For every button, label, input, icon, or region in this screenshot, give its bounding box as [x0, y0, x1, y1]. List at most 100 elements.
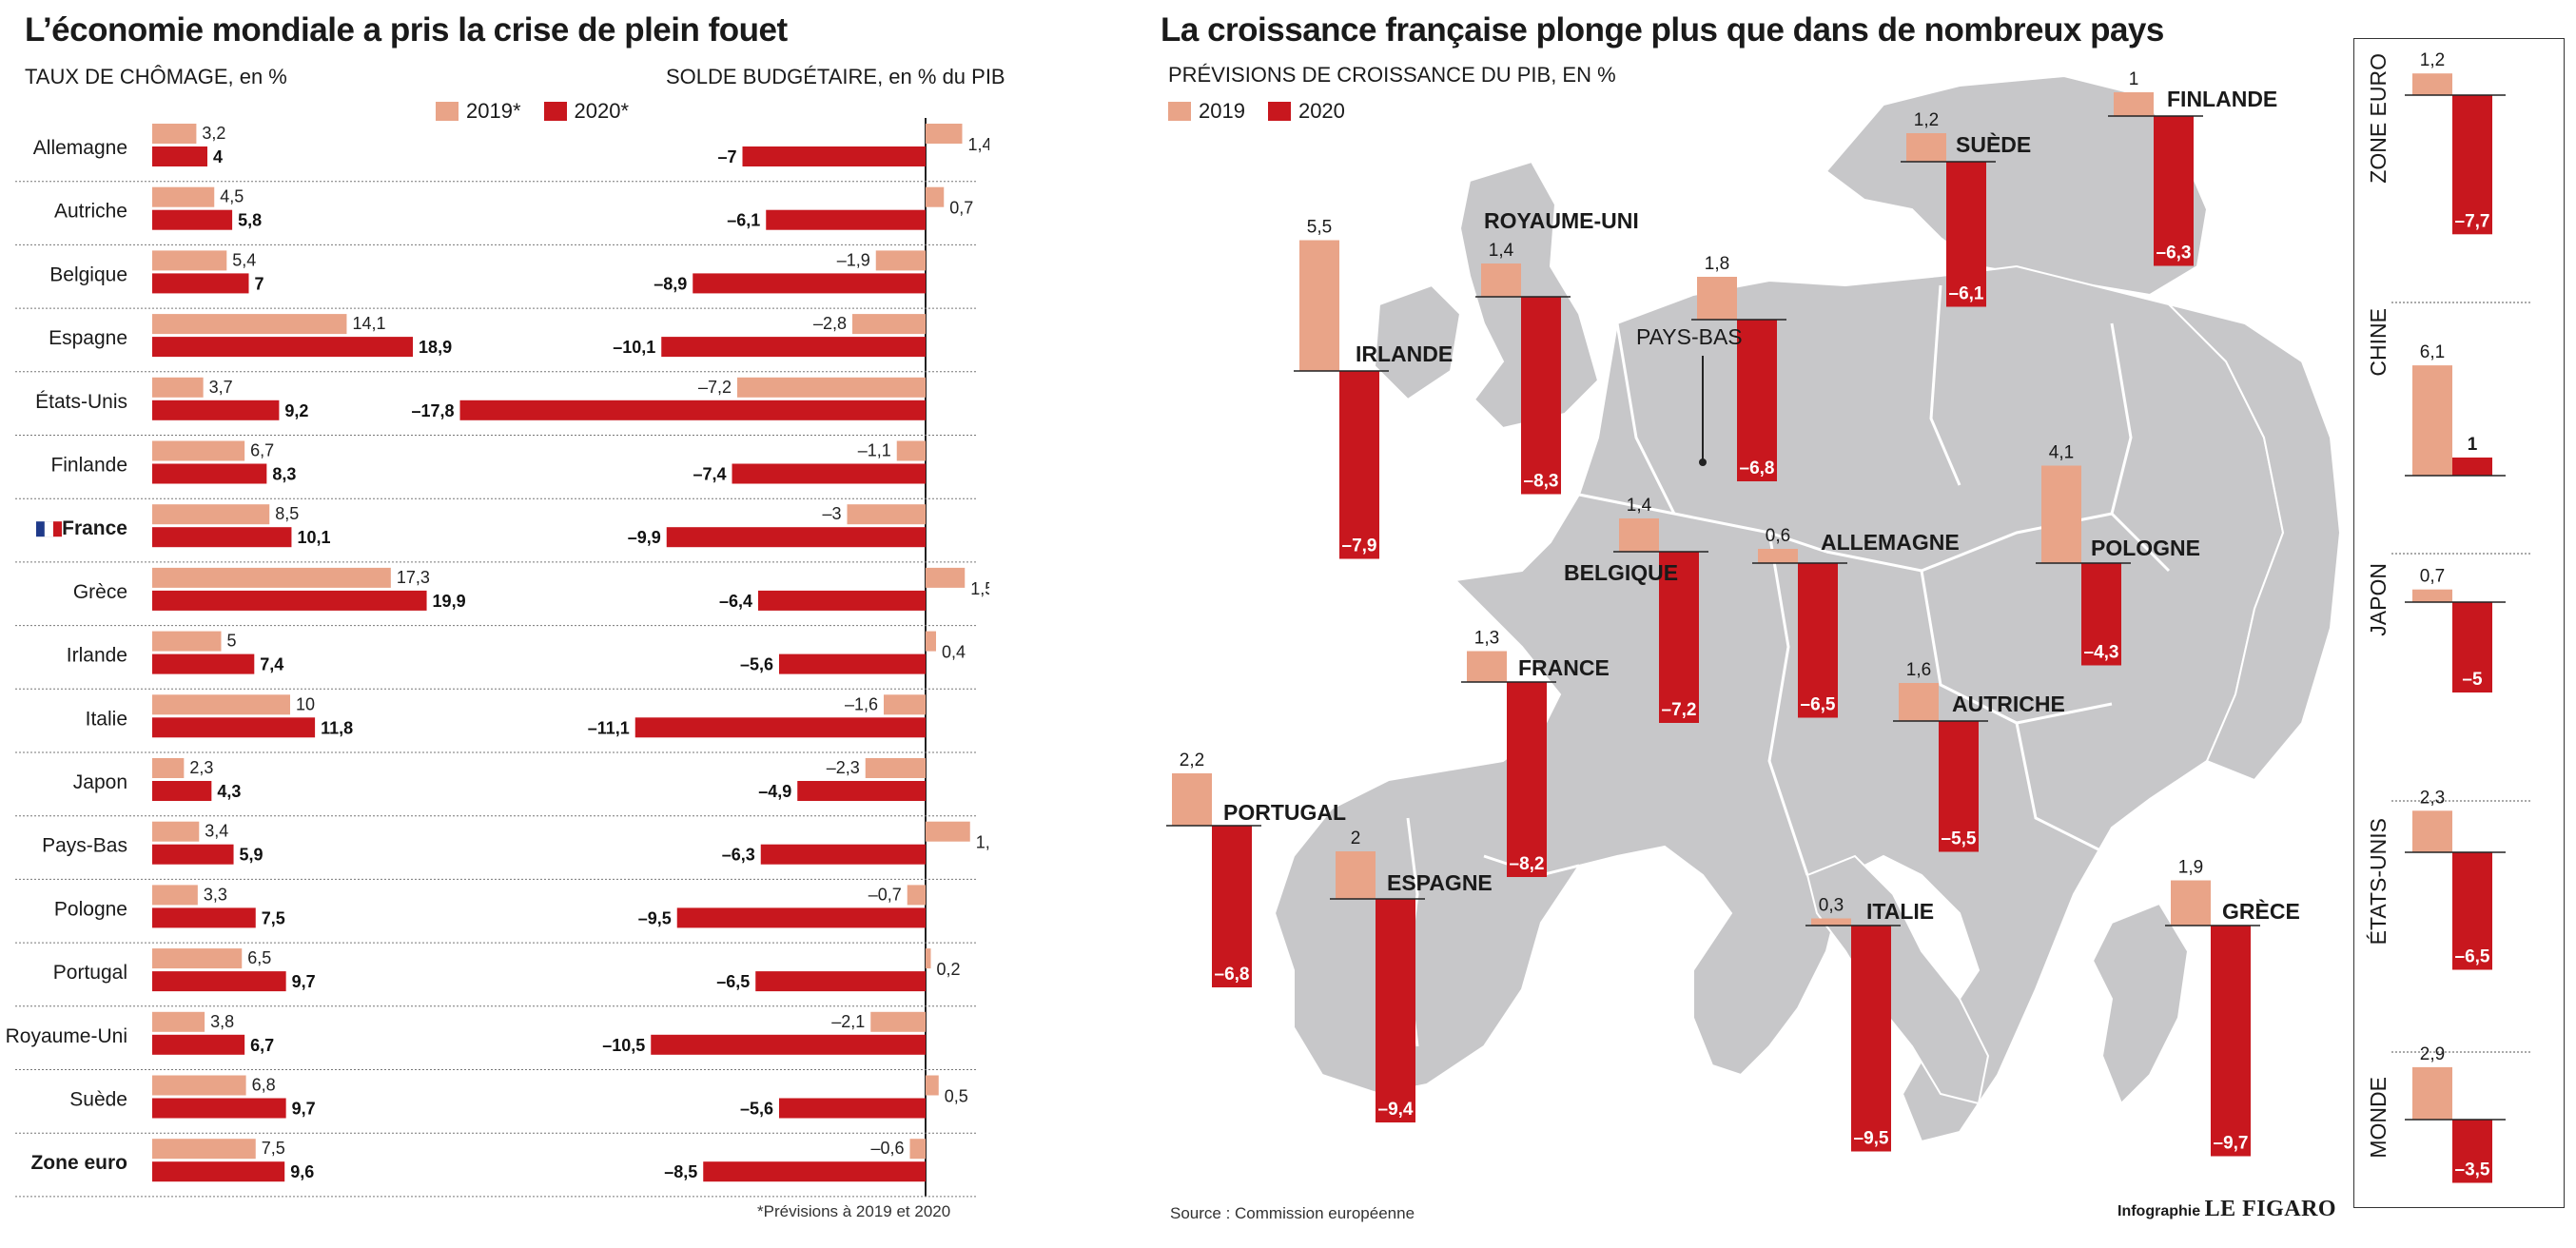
- unemp-bar-2019: [152, 631, 222, 652]
- growth-label-2020: –6,8: [1215, 965, 1250, 985]
- world-category-label: CHINE: [2366, 308, 2391, 377]
- budget-label-2019: –2,3: [827, 758, 860, 777]
- growth-bar-2020: [1851, 926, 1891, 1152]
- growth-bar-2019: [1811, 918, 1851, 926]
- unemp-bar-2020: [152, 1098, 286, 1119]
- category-label: Finlande: [50, 455, 127, 477]
- budget-bar-2019: [926, 567, 966, 588]
- unemp-bar-2019: [152, 758, 185, 778]
- unemp-label-2020: 7: [255, 274, 264, 293]
- budget-subtitle: SOLDE BUDGÉTAIRE, en % du PIB: [666, 65, 1005, 88]
- growth-label-2019: 4,1: [2049, 443, 2074, 463]
- budget-bar-2019: [926, 948, 931, 969]
- budget-bar-2020: [693, 273, 926, 294]
- growth-label-2020: –8,2: [1510, 854, 1545, 874]
- world-label-2020: –6,5: [2455, 947, 2490, 967]
- growth-label-2019: 1,6: [1906, 660, 1931, 680]
- budget-bar-2020: [676, 907, 926, 928]
- category-label: Portugal: [53, 962, 127, 984]
- budget-bar-2019: [896, 440, 926, 461]
- growth-bar-2020: [2211, 926, 2251, 1157]
- legend-swatch-2019: [1168, 102, 1191, 121]
- budget-bar-2019: [865, 758, 926, 778]
- budget-label-2020: –9,9: [628, 528, 661, 547]
- country-name: BELGIQUE: [1564, 560, 1678, 585]
- le-figaro-logo: LE FIGARO: [2204, 1197, 2337, 1221]
- budget-label-2019: 1,4: [968, 135, 990, 154]
- growth-label-2020: –9,5: [1854, 1129, 1889, 1149]
- right-title: La croissance française plonge plus que …: [1161, 11, 2164, 49]
- credit: Infographie LE FIGARO: [2117, 1197, 2336, 1222]
- budget-bar-2020: [755, 971, 926, 992]
- budget-bar-2019: [926, 186, 945, 207]
- budget-label-2019: 0,7: [949, 199, 973, 218]
- country-name: ESPAGNE: [1387, 870, 1493, 895]
- unemp-label-2019: 2,3: [189, 758, 213, 777]
- world-label-2019: 2,3: [2420, 788, 2445, 808]
- growth-bar-2019: [2171, 880, 2211, 926]
- budget-label-2019: –1,6: [845, 694, 878, 713]
- category-label: Allemagne: [33, 137, 127, 159]
- unemp-bar-2020: [152, 209, 233, 230]
- category-label: Belgique: [49, 263, 127, 285]
- growth-bar-2020: [1521, 297, 1561, 495]
- category-label: Italie: [86, 708, 127, 730]
- growth-bar-2020: [1507, 682, 1547, 877]
- unemp-bar-2020: [152, 146, 207, 166]
- unemployment-subtitle: TAUX DE CHÔMAGE, en %: [25, 65, 287, 88]
- growth-bar-2019: [1299, 240, 1339, 371]
- unemp-label-2019: 6,5: [247, 948, 271, 967]
- growth-label-2020: –6,3: [2156, 244, 2192, 263]
- growth-label-2020: –8,3: [1524, 472, 1559, 492]
- budget-bar-2019: [926, 631, 936, 652]
- growth-label-2019: 5,5: [1307, 218, 1332, 238]
- budget-label-2020: –6,4: [719, 592, 752, 611]
- growth-label-2020: –7,2: [1662, 700, 1697, 720]
- unemp-bar-2019: [152, 377, 204, 398]
- growth-label-2019: 1,3: [1474, 629, 1499, 649]
- country-name: ROYAUME-UNI: [1484, 208, 1639, 233]
- unemp-label-2020: 9,6: [290, 1162, 314, 1181]
- world-category-label: ÉTATS-UNIS: [2366, 818, 2391, 945]
- category-label: Pologne: [54, 898, 127, 920]
- unemp-bar-2019: [152, 567, 391, 588]
- budget-label-2019: 1,7: [976, 833, 989, 852]
- growth-bar-2019: [1697, 277, 1737, 320]
- unemp-bar-2020: [152, 717, 316, 738]
- budget-label-2020: –4,9: [758, 782, 791, 801]
- left-title: L’économie mondiale a pris la crise de p…: [25, 11, 788, 49]
- budget-label-2019: 0,5: [945, 1087, 968, 1106]
- category-label: États-Unis: [35, 391, 127, 413]
- category-label: Pays-Bas: [42, 835, 127, 857]
- budget-bar-2020: [779, 653, 926, 674]
- growth-label-2019: 1: [2129, 69, 2139, 89]
- budget-label-2019: –0,7: [868, 885, 902, 904]
- world-bar-2020: [2452, 602, 2492, 692]
- category-label: Royaume-Uni: [6, 1025, 127, 1047]
- budget-bar-2019: [870, 1011, 926, 1032]
- budget-label-2019: 0,4: [942, 643, 966, 662]
- category-label: Zone euro: [30, 1152, 127, 1174]
- unemp-bar-2019: [152, 314, 347, 335]
- unemp-bar-2020: [152, 1034, 245, 1055]
- budget-label-2020: –5,6: [740, 1100, 773, 1119]
- unemp-bar-2019: [152, 1139, 256, 1160]
- budget-label-2020: –6,3: [722, 846, 755, 865]
- budget-label-2019: –1,9: [837, 250, 870, 269]
- unemp-label-2020: 5,9: [240, 846, 263, 865]
- unemp-bar-2020: [152, 907, 256, 928]
- growth-label-2020: –6,1: [1949, 284, 1984, 304]
- unemp-label-2019: 5: [227, 632, 237, 651]
- growth-label-2019: 1,2: [1914, 110, 1939, 130]
- growth-bar-2020: [1737, 320, 1777, 481]
- growth-bar-2019: [1336, 851, 1376, 899]
- unemp-bar-2019: [152, 124, 197, 144]
- budget-bar-2020: [634, 717, 926, 738]
- unemp-bar-2020: [152, 844, 234, 865]
- growth-bar-2020: [1659, 552, 1699, 723]
- budget-bar-2019: [926, 821, 970, 842]
- budget-bar-2020: [459, 400, 926, 420]
- country-name: PAYS-BAS: [1636, 324, 1743, 349]
- budget-label-2020: –8,9: [654, 274, 687, 293]
